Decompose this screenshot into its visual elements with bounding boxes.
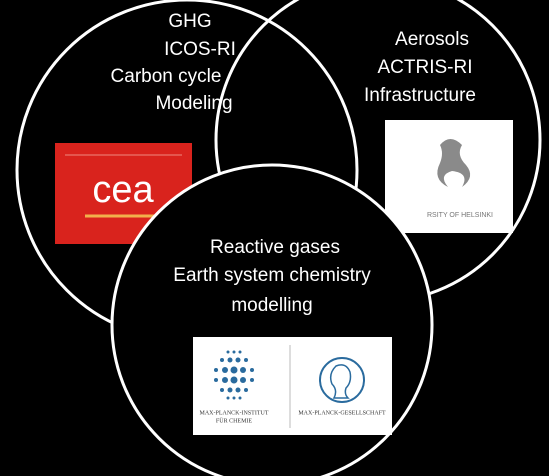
logo-medallion [319, 357, 365, 403]
label: Infrastructure [364, 85, 476, 106]
label: Earth system chemistry [173, 265, 371, 286]
logo-background [385, 120, 513, 233]
logo-text: RSITY OF HELSINKI [427, 212, 493, 219]
label: Reactive gases [210, 237, 340, 258]
max-planck-logo: MAX-PLANCK-INSTITUT FÜR CHEMIE MAX-PLANC… [193, 337, 392, 435]
label: Carbon cycle [111, 66, 222, 87]
logo-text: FÜR CHEMIE [216, 417, 253, 424]
label: GHG [168, 11, 211, 32]
logo-background [193, 337, 392, 435]
label: modelling [231, 295, 312, 316]
label: ACTRIS-RI [378, 57, 473, 78]
helsinki-logo: RSITY OF HELSINKI [385, 120, 513, 233]
label: ICOS-RI [164, 39, 236, 60]
logo-emblem [437, 139, 471, 187]
logo-text: MAX-PLANCK-INSTITUT [200, 410, 269, 416]
logo-text: cea [92, 169, 154, 211]
logo-text: MAX-PLANCK-GESELLSCHAFT [298, 410, 386, 416]
label: Aerosols [395, 29, 469, 50]
label: Modeling [155, 93, 232, 114]
logo-head [329, 364, 352, 399]
logo-dots [214, 350, 254, 400]
